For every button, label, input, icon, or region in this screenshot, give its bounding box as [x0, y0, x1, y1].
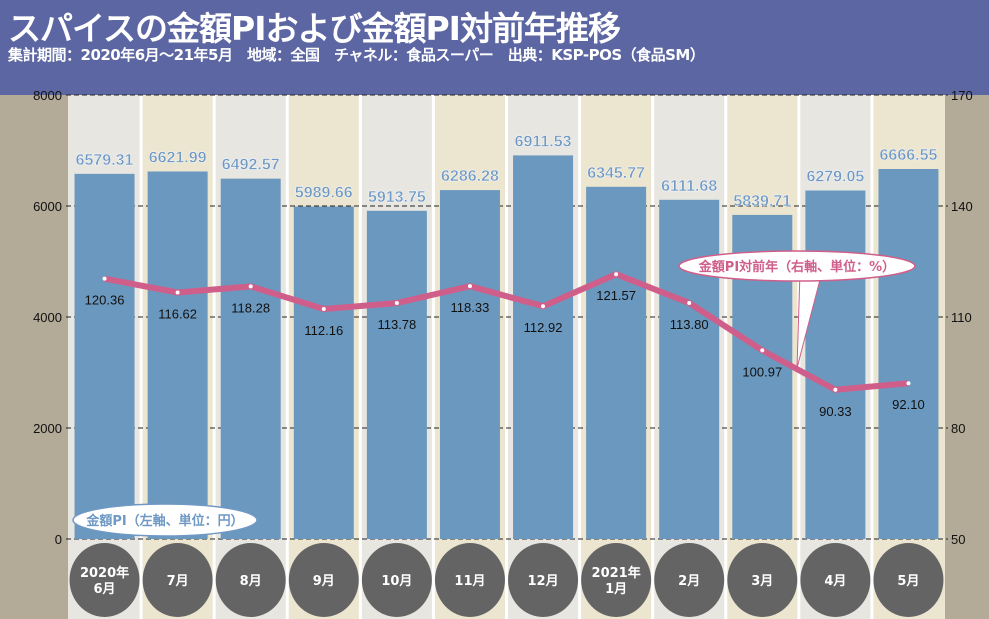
category-circle [581, 543, 652, 617]
chart-title: スパイスの金額PIおよび金額PI対前年推移 [8, 9, 621, 48]
category-label: 8月 [240, 574, 262, 589]
line-point [906, 381, 911, 386]
bar-value-label: 6279.05 [806, 169, 864, 186]
line-point [614, 272, 619, 277]
line-value-label: 116.62 [158, 307, 197, 322]
bar-value-label: 6111.68 [661, 178, 717, 195]
right-axis-tick: 140 [951, 199, 973, 214]
category-label: 11月 [454, 574, 485, 589]
line-legend-bubble [678, 250, 916, 282]
line-value-label: 100.97 [742, 364, 782, 379]
category-label: 9月 [313, 574, 335, 589]
line-value-label: 120.36 [85, 293, 125, 308]
category-circle [215, 543, 286, 617]
line-value-label: 118.28 [231, 300, 270, 315]
category-label: 1月 [605, 582, 627, 597]
left-axis-tick: 4000 [33, 310, 62, 325]
category-label: 3月 [751, 574, 773, 589]
category-label: 12月 [527, 574, 558, 589]
category-label: 7月 [167, 574, 189, 589]
category-circle [654, 543, 725, 617]
line-point [102, 276, 107, 281]
line-value-label: 90.33 [819, 404, 852, 419]
right-axis-tick: 80 [951, 421, 965, 436]
left-axis-tick: 8000 [33, 88, 62, 103]
right-axis-tick: 110 [951, 310, 972, 325]
line-value-label: 121.57 [596, 288, 636, 303]
bar-value-label: 6666.55 [880, 147, 938, 164]
bar-value-label: 6492.57 [222, 157, 280, 174]
header-band: スパイスの金額PIおよび金額PI対前年推移 集計期間：2020年6月～21年5月… [0, 0, 989, 95]
bar [366, 210, 427, 540]
right-axis-tick: 170 [951, 88, 973, 103]
bar-value-label: 6621.99 [149, 149, 207, 166]
line-point [175, 290, 180, 295]
category-circle [800, 543, 871, 617]
category-circle [727, 543, 798, 617]
category-label: 2020年 [80, 565, 129, 581]
bar [586, 186, 647, 540]
bar [74, 173, 135, 539]
line-point [467, 284, 472, 289]
bar [439, 190, 500, 540]
line-value-label: 118.33 [451, 300, 490, 315]
chart-subtitle: 集計期間：2020年6月～21年5月 地域：全国 チャネル：食品スーパー 出典：… [8, 46, 705, 64]
bar-legend-label: 金額PI（左軸、単位：円） [85, 513, 243, 529]
category-circle [434, 543, 505, 617]
category-label: 2月 [678, 574, 700, 589]
category-label: 4月 [824, 574, 846, 589]
category-circle [142, 543, 213, 617]
line-series [103, 271, 909, 393]
left-axis-tick: 2000 [33, 421, 62, 436]
category-label: 10月 [381, 574, 412, 589]
category-circle [873, 543, 944, 617]
bar-value-label: 5839.71 [733, 193, 791, 210]
line-legend-label: 金額PI対前年（右軸、単位：%） [698, 259, 895, 275]
category-label: 2021年 [592, 565, 641, 581]
line-point [687, 300, 692, 305]
bar [878, 169, 939, 539]
line-value-label: 92.10 [892, 397, 925, 412]
category-circle [508, 543, 579, 617]
bar-value-label: 6579.31 [76, 152, 134, 169]
bar-value-label: 6286.28 [441, 168, 499, 185]
bar-value-label: 6345.77 [587, 165, 645, 182]
left-axis-tick: 0 [55, 532, 62, 547]
bar-value-label: 5989.66 [295, 185, 353, 202]
line-point [760, 348, 765, 353]
right-axis-tick: 50 [951, 532, 965, 547]
line-value-label: 113.80 [670, 317, 709, 332]
category-circle [361, 543, 432, 617]
bar-legend-bubble [72, 503, 258, 537]
category-label: 5月 [897, 574, 919, 589]
bar-value-label: 5913.75 [368, 189, 426, 206]
line-point [394, 301, 399, 306]
bar-value-label: 6911.53 [515, 133, 572, 150]
line-point [248, 284, 253, 289]
category-circle [69, 543, 140, 617]
line-value-label: 112.16 [304, 323, 343, 338]
category-circle [288, 543, 359, 617]
left-axis-tick: 6000 [33, 199, 62, 214]
line-value-label: 112.92 [524, 320, 563, 335]
line-point [833, 387, 838, 392]
bar [147, 171, 208, 539]
bar [513, 155, 574, 539]
bar [220, 178, 281, 540]
line-value-label: 113.78 [377, 317, 416, 332]
bar [805, 190, 866, 539]
line-point [541, 304, 546, 309]
bar [659, 199, 720, 539]
line-point [321, 307, 326, 312]
category-label: 6月 [94, 582, 116, 597]
bar [293, 206, 354, 540]
